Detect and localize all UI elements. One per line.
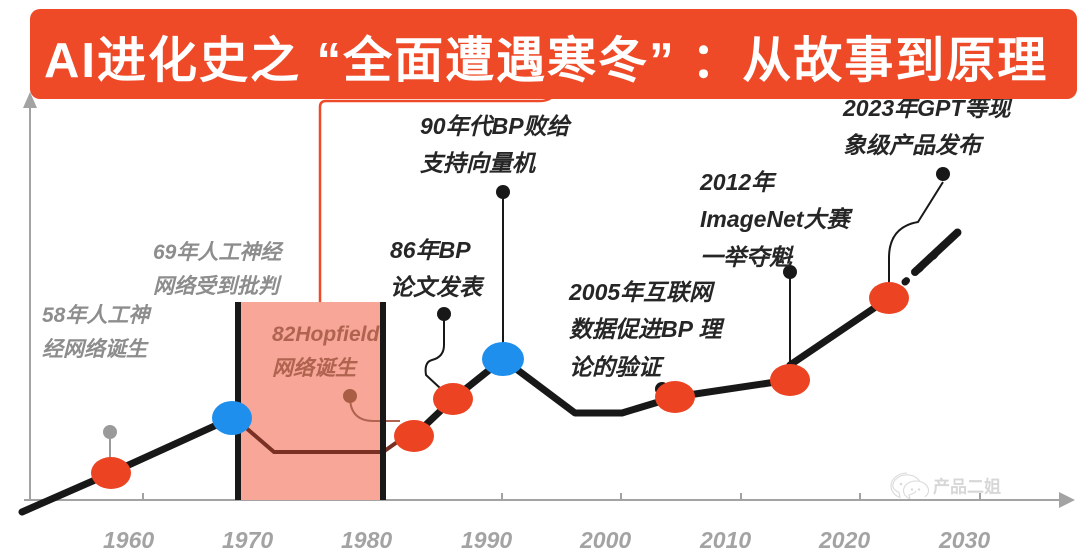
svg-text:产品二姐: 产品二姐 xyxy=(933,477,1001,497)
